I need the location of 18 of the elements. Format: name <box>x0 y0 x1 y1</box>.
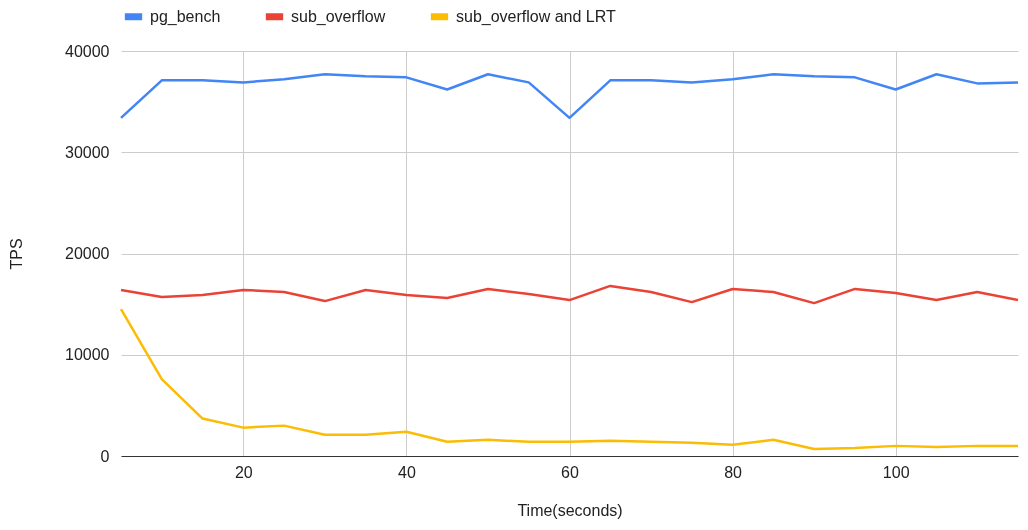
x-tick-label: 100 <box>882 463 910 481</box>
y-tick-label: 0 <box>100 447 110 465</box>
line-series <box>119 73 1020 120</box>
x-axis-title: Time(seconds) <box>517 501 623 519</box>
legend-label: sub_overflow and LRT <box>456 7 617 26</box>
x-tick-label: 80 <box>724 463 743 481</box>
line-series <box>119 284 1020 305</box>
y-tick-label: 40000 <box>65 42 110 60</box>
y-axis-title: TPS <box>8 238 26 270</box>
y-tick-label: 20000 <box>65 245 110 262</box>
y-tick-label: 10000 <box>65 346 110 364</box>
legend-label: sub_overflow <box>291 7 386 26</box>
line-series <box>119 307 1020 451</box>
y-tick-label: 30000 <box>65 143 110 161</box>
x-tick-label: 40 <box>398 463 416 481</box>
x-tick-label: 20 <box>234 463 253 481</box>
legend-label: pg_bench <box>150 7 221 26</box>
x-tick-label: 60 <box>561 463 579 481</box>
